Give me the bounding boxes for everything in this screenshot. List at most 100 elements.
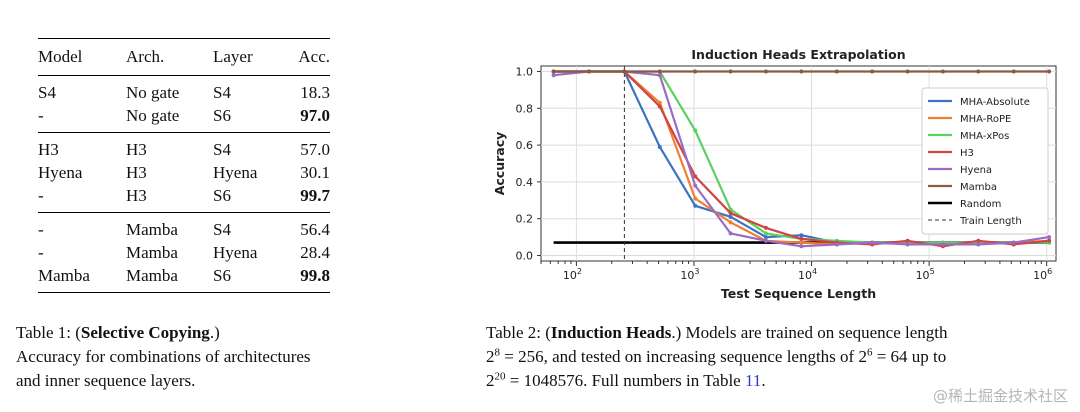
data-point-mamba xyxy=(1047,69,1052,74)
legend-box xyxy=(921,87,1049,235)
data-point-h3 xyxy=(763,225,768,230)
cell-arch: Mamba xyxy=(126,242,178,262)
data-point-mha-xpos xyxy=(693,128,698,133)
caption1-label: Table 1: ( xyxy=(16,323,81,342)
table-11-link[interactable]: 11 xyxy=(744,371,762,390)
table1-caption: Table 1: (Selective Copying.) Accuracy f… xyxy=(16,321,386,393)
data-point-hyena xyxy=(763,238,768,243)
data-point-mamba xyxy=(870,69,875,74)
legend-label: Mamba xyxy=(960,182,997,193)
cell-arch: H3 xyxy=(126,132,213,161)
data-point-hyena xyxy=(1047,235,1052,240)
caption2-text: . xyxy=(761,371,766,390)
caption2-exp: 20 xyxy=(494,370,506,383)
data-point-hyena xyxy=(1011,240,1016,245)
watermark: @稀土掘金技术社区 xyxy=(932,387,1068,405)
header-model: Model xyxy=(38,38,126,76)
caption2-base: 2 xyxy=(486,347,495,366)
y-axis-label: Accuracy xyxy=(492,132,507,196)
caption2-after: .) Models are trained on sequence length xyxy=(671,323,948,342)
cell-layer: S6 xyxy=(213,105,231,125)
data-point-hyena xyxy=(976,242,981,247)
x-tick-label: 105 xyxy=(916,267,935,282)
data-point-hyena xyxy=(693,183,698,188)
cell-arch: H3 xyxy=(126,185,147,205)
data-point-hyena xyxy=(834,242,839,247)
caption1-bold: Selective Copying xyxy=(80,323,210,342)
data-point-mamba xyxy=(905,69,910,74)
table-row: - Mamba Hyena 28.4 xyxy=(38,241,330,264)
cell-layer: S6 xyxy=(213,264,290,293)
data-point-h3 xyxy=(799,236,804,241)
legend-label: MHA-Absolute xyxy=(960,97,1030,108)
caption2-exp: 6 xyxy=(866,346,873,359)
header-layer: Layer xyxy=(213,38,290,76)
data-point-mha-absolute xyxy=(799,233,804,238)
caption2-text: = 64 up to xyxy=(872,347,947,366)
caption2-bold: Induction Heads xyxy=(550,323,672,342)
data-point-mamba xyxy=(693,69,698,74)
cell-arch: No gate xyxy=(126,105,180,125)
cell-model: Mamba xyxy=(38,264,126,293)
cell-model: - xyxy=(38,242,44,262)
cell-layer: Hyena xyxy=(213,242,258,262)
caption2-text: = 256, and tested on increasing sequence… xyxy=(500,347,867,366)
y-tick-label: 1.0 xyxy=(516,66,534,79)
data-point-hyena xyxy=(551,73,556,78)
data-point-hyena xyxy=(657,73,662,78)
data-point-hyena xyxy=(940,242,945,247)
table2-caption: Table 2: (Induction Heads.) Models are t… xyxy=(486,321,1066,393)
cell-layer: S4 xyxy=(213,82,231,102)
table-row: S4 No gate S4 18.3 xyxy=(38,76,330,105)
y-tick-label: 0.6 xyxy=(516,139,534,152)
legend-label: MHA-RoPE xyxy=(960,114,1011,125)
data-point-h3 xyxy=(976,238,981,243)
data-point-mha-xpos xyxy=(763,231,768,236)
data-point-mamba xyxy=(940,69,945,74)
legend-label: Train Length xyxy=(959,216,1022,227)
table-row: Mamba Mamba S6 99.8 xyxy=(38,264,330,293)
cell-model: - xyxy=(38,212,126,241)
cell-acc: 99.7 xyxy=(300,185,330,205)
data-point-hyena xyxy=(799,244,804,249)
data-point-mamba xyxy=(763,69,768,74)
cell-model: H3 xyxy=(38,132,126,161)
cell-acc: 28.4 xyxy=(300,242,330,262)
data-point-h3 xyxy=(693,174,698,179)
legend-label: MHA-xPos xyxy=(960,131,1009,142)
cell-layer: Hyena xyxy=(213,162,258,182)
data-point-mha-rope xyxy=(728,220,733,225)
data-point-h3 xyxy=(657,104,662,109)
cell-layer: S4 xyxy=(213,212,290,241)
caption2-text: = 1048576. Full numbers in Table xyxy=(505,371,745,390)
cell-acc: 30.1 xyxy=(300,162,330,182)
x-tick-label: 104 xyxy=(798,267,817,282)
table-row: Hyena H3 Hyena 30.1 xyxy=(38,161,330,184)
data-point-mha-rope xyxy=(657,100,662,105)
data-point-mha-absolute xyxy=(657,144,662,149)
cell-acc: 56.4 xyxy=(290,212,330,241)
x-tick-label: 106 xyxy=(1033,267,1052,282)
legend-label: H3 xyxy=(960,148,974,159)
legend-label: Random xyxy=(960,199,1001,210)
induction-heads-chart: 0.0 0.2 0.4 0.6 0.8 1.0 102 103 104 105 106 Inducti… xyxy=(492,47,1057,301)
x-axis-label: Test Sequence Length xyxy=(721,286,876,301)
caption1-line3: and inner sequence layers. xyxy=(16,371,196,390)
cell-arch: Mamba xyxy=(126,212,213,241)
data-point-h3 xyxy=(728,211,733,216)
cell-model: - xyxy=(38,105,44,125)
caption1-line2: Accuracy for combinations of architectur… xyxy=(16,347,311,366)
data-point-mamba xyxy=(622,69,627,74)
data-point-h3 xyxy=(1047,238,1052,243)
cell-model: S4 xyxy=(38,82,56,102)
legend-label: Hyena xyxy=(960,165,992,176)
data-point-mamba xyxy=(586,69,591,74)
table-header-row: Model Arch. Layer Acc. xyxy=(38,38,330,76)
data-point-hyena xyxy=(870,240,875,245)
x-tick-label: 102 xyxy=(563,267,582,282)
y-tick-label: 0.0 xyxy=(516,249,534,262)
cell-acc: 97.0 xyxy=(300,105,330,125)
table-row: - Mamba S4 56.4 xyxy=(38,212,330,241)
data-point-mamba xyxy=(834,69,839,74)
caption2-label: Table 2: ( xyxy=(486,323,551,342)
